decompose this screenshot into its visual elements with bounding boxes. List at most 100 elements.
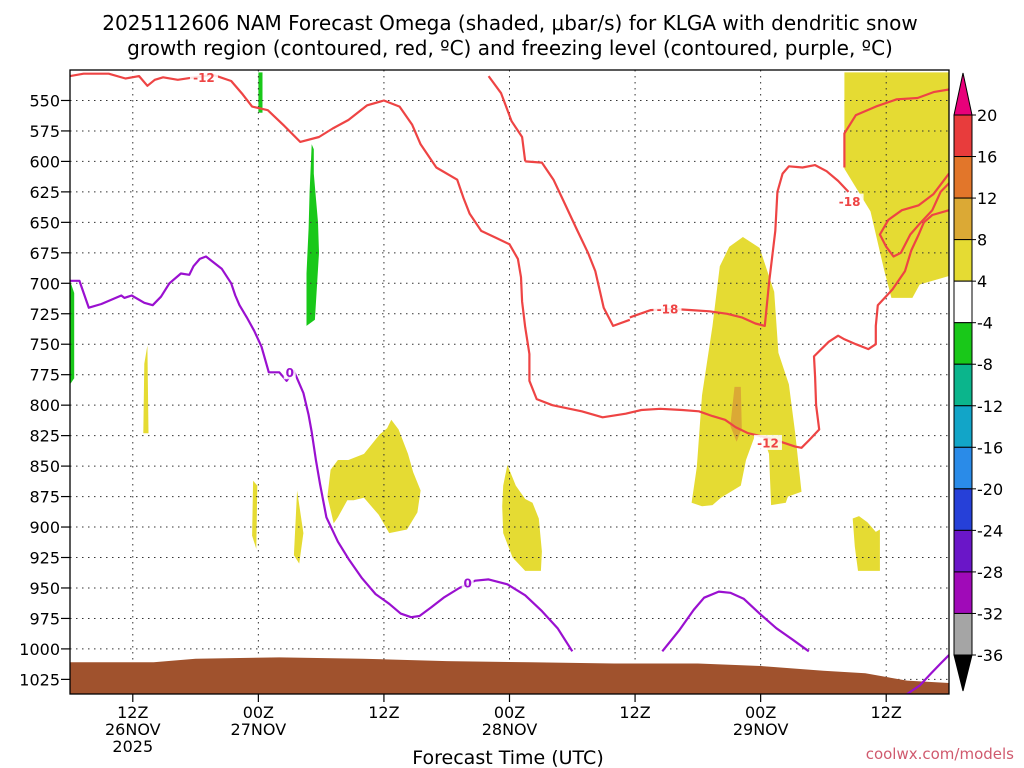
colorbar-tick-label-4: 4 bbox=[977, 272, 987, 291]
y-tick-label-675: 675 bbox=[29, 244, 60, 263]
y-tick-label-750: 750 bbox=[29, 335, 60, 354]
contour-label-2: -18 bbox=[657, 302, 679, 316]
colorbar-segment-9 bbox=[953, 446, 973, 490]
contour-label-bg-1 bbox=[835, 193, 864, 209]
contour-layer bbox=[70, 72, 949, 694]
colorbar-segment-6 bbox=[953, 322, 973, 365]
chart-title-line-1: 2025112606 NAM Forecast Omega (shaded, μ… bbox=[102, 11, 918, 35]
colorbar-tick-label-0: 20 bbox=[977, 106, 997, 125]
x-tick-label-78-line1: 12Z bbox=[871, 703, 902, 722]
x-tick-label-42-line1: 00Z bbox=[494, 703, 525, 722]
colorbar-segment-10 bbox=[953, 488, 973, 531]
colorbar-tick-label-8: -16 bbox=[977, 438, 1003, 457]
contour-label-5: 0 bbox=[463, 577, 471, 591]
y-tick-label-900: 900 bbox=[29, 518, 60, 537]
omega-ascent-region-center-1 bbox=[327, 419, 421, 534]
colorbar-segment-11 bbox=[953, 529, 973, 573]
contour-label-bg-0 bbox=[189, 69, 218, 85]
colorbar-segment-8 bbox=[953, 405, 973, 448]
y-tick-label-625: 625 bbox=[29, 183, 60, 202]
dgz-contour-0 bbox=[70, 72, 949, 449]
y-tick-label-725: 725 bbox=[29, 305, 60, 324]
contour-label-bg-4 bbox=[283, 364, 296, 380]
x-tick-label-30-line1: 12Z bbox=[368, 703, 399, 722]
colorbar-tick-label-3: 8 bbox=[977, 231, 987, 250]
omega-ascent-region-right-small bbox=[852, 516, 880, 571]
colorbar-tick-label-10: -24 bbox=[977, 521, 1003, 540]
contour-label-bg-3 bbox=[753, 434, 782, 450]
y-tick-label-1025: 1025 bbox=[19, 670, 60, 689]
colorbar-segment-1 bbox=[953, 114, 973, 158]
colorbar-tick-label-9: -20 bbox=[977, 480, 1003, 499]
y-axis: 550 575 600 625 650 675 700 725 750 775 800 825 850 8… bbox=[19, 91, 70, 689]
x-tick-label-66-line1: 00Z bbox=[745, 703, 776, 722]
contour-label-layer: -12 -18 -18 -12 0 0 bbox=[189, 69, 864, 591]
x-tick-label-6-line1: 12Z bbox=[117, 703, 148, 722]
y-tick-label-1000: 1000 bbox=[19, 640, 60, 659]
colorbar: 20 16 12 8 4 -4 -8 -12 -16 -20 -24 -28 -32 -36 bbox=[953, 72, 1003, 692]
omega-ascent-region-left-small bbox=[143, 345, 149, 434]
x-tick-label-18-line2: 27NOV bbox=[231, 720, 287, 739]
omega-descent-region-left bbox=[70, 280, 75, 385]
omega-ascent-region-center-2 bbox=[502, 464, 542, 571]
colorbar-tick-label-11: -28 bbox=[977, 563, 1003, 582]
colorbar-tick-label-5: -4 bbox=[977, 314, 993, 333]
colorbar-top-arrow bbox=[953, 72, 973, 116]
colorbar-segment-12 bbox=[953, 571, 973, 614]
y-tick-label-575: 575 bbox=[29, 122, 60, 141]
freezing-level-contour-0 bbox=[70, 255, 574, 652]
colorbar-tick-label-7: -12 bbox=[977, 397, 1003, 416]
y-tick-label-650: 650 bbox=[29, 213, 60, 232]
freezing-level-contour-1 bbox=[661, 590, 810, 653]
terrain-fill bbox=[70, 657, 949, 694]
colorbar-tick-label-2: 12 bbox=[977, 189, 997, 208]
contour-label-0: -12 bbox=[193, 71, 215, 85]
colorbar-segment-7 bbox=[953, 363, 973, 407]
omega-ascent-region-low-1 bbox=[252, 480, 258, 549]
dgz-contour-2 bbox=[525, 160, 631, 327]
omega-shading-layer bbox=[70, 72, 949, 571]
dgz-contour-1 bbox=[629, 164, 850, 327]
colorbar-segment-2 bbox=[953, 156, 973, 199]
contour-label-4: 0 bbox=[286, 366, 294, 380]
dgz-contour-4 bbox=[878, 172, 949, 258]
x-tick-label-6-line3: 2025 bbox=[112, 737, 153, 756]
terrain-layer bbox=[70, 657, 949, 694]
colorbar-segment-5 bbox=[953, 280, 973, 324]
colorbar-tick-label-13: -36 bbox=[977, 646, 1003, 665]
y-tick-label-800: 800 bbox=[29, 396, 60, 415]
contour-label-3: -12 bbox=[757, 436, 779, 450]
omega-descent-region-upper bbox=[258, 72, 263, 113]
x-tick-label-18-line1: 00Z bbox=[243, 703, 274, 722]
y-tick-label-825: 825 bbox=[29, 427, 60, 446]
omega-descent-region-column bbox=[306, 144, 319, 326]
y-tick-label-850: 850 bbox=[29, 457, 60, 476]
y-tick-label-975: 975 bbox=[29, 609, 60, 628]
colorbar-segment-3 bbox=[953, 197, 973, 241]
dgz-contour-5 bbox=[843, 88, 949, 168]
x-tick-label-6-line2: 26NOV bbox=[105, 720, 161, 739]
y-tick-label-600: 600 bbox=[29, 152, 60, 171]
contour-label-bg-5 bbox=[461, 575, 474, 591]
colorbar-tick-label-12: -32 bbox=[977, 604, 1003, 623]
x-tick-label-42-line2: 28NOV bbox=[482, 720, 538, 739]
freezing-level-contour-2 bbox=[906, 654, 949, 694]
x-axis-label: Forecast Time (UTC) bbox=[412, 747, 603, 768]
y-tick-label-925: 925 bbox=[29, 549, 60, 568]
omega-ascent-region-upper-right bbox=[844, 72, 949, 298]
grid-layer bbox=[70, 70, 949, 694]
colorbar-segment-4 bbox=[953, 239, 973, 282]
x-tick-label-66-line2: 29NOV bbox=[733, 720, 789, 739]
dgz-contour-3 bbox=[487, 75, 527, 162]
chart-title-line-2: growth region (contoured, red, ºC) and f… bbox=[127, 36, 893, 60]
colorbar-bottom-arrow bbox=[953, 654, 973, 692]
x-tick-label-54-line1: 12Z bbox=[619, 703, 650, 722]
colorbar-tick-label-6: -8 bbox=[977, 355, 993, 374]
credit-text: coolwx.com/models bbox=[866, 745, 1014, 763]
y-tick-label-550: 550 bbox=[29, 91, 60, 110]
y-tick-label-700: 700 bbox=[29, 274, 60, 293]
contour-label-1: -18 bbox=[839, 195, 861, 209]
y-tick-label-950: 950 bbox=[29, 579, 60, 598]
